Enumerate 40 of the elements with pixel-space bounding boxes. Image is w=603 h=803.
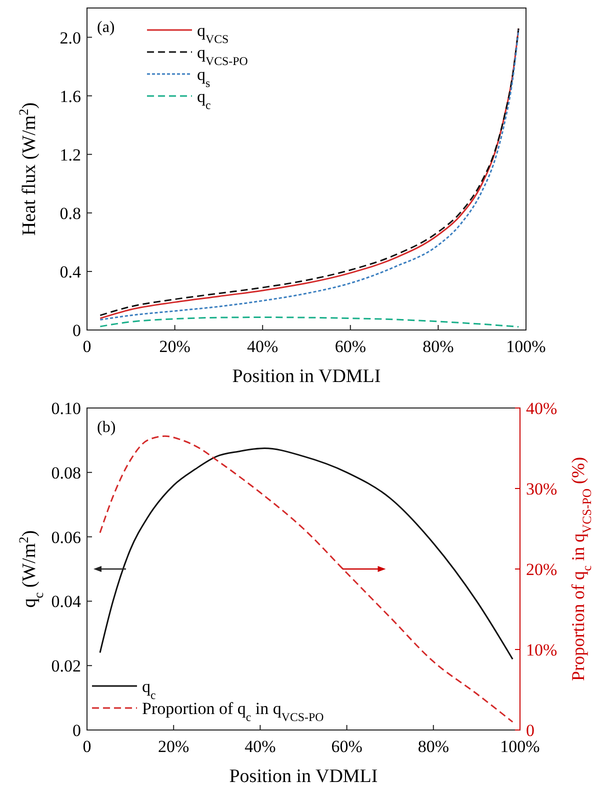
y-tick-label: 0.10 (51, 399, 81, 418)
y-tick-label: 0.06 (51, 528, 81, 547)
x-tick-label: 80% (422, 337, 454, 356)
line-series (99, 448, 514, 660)
x-tick-label: 20% (159, 337, 190, 356)
x-tick-label: 40% (244, 737, 276, 756)
y-tick-label: 1.2 (60, 145, 81, 164)
y-tick-label: 0.8 (60, 204, 81, 223)
legend-label: Proportion of q$_{c}$ in q$_{VCS-PO}$ (142, 699, 324, 724)
annotation: (b) (97, 419, 116, 436)
x-axis-title: Position in VDMLI (232, 366, 381, 387)
x-tick-label: 60% (331, 737, 362, 756)
y-tick-label: 0.08 (51, 463, 81, 482)
x-tick-label: 80% (418, 737, 449, 756)
x-axis-title: Position in VDMLI (229, 766, 378, 787)
legend-label: q$_{c}$ (197, 87, 211, 112)
x-tick-label: 100% (500, 737, 540, 756)
annotation: (a) (97, 19, 115, 36)
legend-label: q$_{s}$ (197, 65, 210, 90)
y2-tick-label: 40% (526, 399, 558, 418)
y-tick-label: 0.04 (51, 592, 82, 612)
y2-tick-label: 20% (526, 560, 558, 579)
x-tick-label: 40% (247, 337, 278, 356)
y-tick-label: 0 (72, 721, 81, 740)
line-series (99, 435, 514, 723)
legend-label: q$_{VCS}$ (197, 21, 229, 46)
y2-tick-label: 10% (526, 640, 558, 660)
line-series (99, 316, 520, 328)
legend-label: q$_{VCS-PO}$ (197, 43, 248, 68)
y-tick-label: 0.4 (60, 262, 82, 282)
y-tick-label: 1.6 (60, 86, 81, 106)
y-tick-label: 0 (72, 321, 81, 340)
legend-label: q$_{c}$ (142, 677, 156, 702)
y2-tick-label: 0 (526, 721, 534, 740)
y2-tick-label: 30% (526, 480, 558, 498)
y-tick-label: 0.02 (51, 656, 81, 676)
y-tick-label: 2.0 (60, 28, 81, 48)
x-tick-label: 60% (334, 337, 366, 356)
x-tick-label: 100% (506, 337, 546, 356)
x-tick-label: 20% (158, 737, 190, 756)
